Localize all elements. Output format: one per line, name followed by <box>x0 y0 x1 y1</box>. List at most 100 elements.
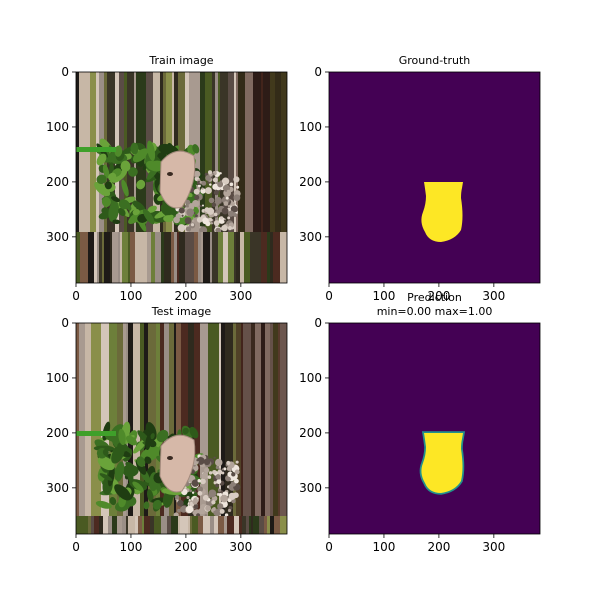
rock-speck <box>213 456 216 459</box>
pixel-streak <box>161 516 167 534</box>
rock-speck <box>225 196 229 200</box>
pixel-streak <box>140 323 144 534</box>
pixel-streak <box>267 516 270 534</box>
pixel-streak <box>184 516 188 534</box>
leaf <box>182 427 189 435</box>
rock-speck <box>219 508 225 514</box>
rock-speck <box>235 460 239 464</box>
leaf <box>131 200 146 211</box>
y-tick-label: 0 <box>314 316 322 330</box>
leaf <box>189 426 199 439</box>
pixel-streak <box>201 232 203 283</box>
mask-background <box>329 323 540 534</box>
rock-speck <box>192 199 200 208</box>
leaf <box>108 172 117 182</box>
pixel-streak <box>144 516 150 534</box>
rock-speck <box>213 478 216 481</box>
x-tick-label: 300 <box>229 289 252 303</box>
rock-speck <box>197 479 201 483</box>
leaf <box>111 444 125 464</box>
rock-speck <box>218 492 223 497</box>
leaf <box>127 167 138 177</box>
pixel-streak <box>135 232 142 283</box>
rock-speck <box>208 197 215 204</box>
leaf <box>109 497 117 506</box>
pixel-streak <box>253 516 259 534</box>
x-tick-label: 300 <box>229 540 252 554</box>
y-tick-label: 300 <box>46 230 69 244</box>
gecko-head <box>159 150 196 209</box>
rock-speck <box>220 494 229 503</box>
pixel-streak <box>79 72 84 283</box>
pixel-streak <box>112 232 118 283</box>
pixel-streak <box>135 516 138 534</box>
rock-speck <box>214 458 223 467</box>
leaf <box>140 446 160 461</box>
rock-speck <box>215 465 220 470</box>
leaf <box>99 473 113 481</box>
pixel-streak <box>221 516 224 534</box>
y-tick-label: 100 <box>46 120 69 134</box>
leaf <box>114 461 125 482</box>
pixel-streak <box>171 516 178 534</box>
pixel-streak <box>122 232 128 283</box>
pixel-streak <box>118 232 120 283</box>
leaf <box>95 500 112 509</box>
rock-speck <box>229 182 234 187</box>
rock-speck <box>206 207 215 215</box>
rock-speck <box>181 214 184 217</box>
leaf <box>114 484 132 501</box>
rock-speck <box>201 180 207 186</box>
pixel-streak <box>261 232 267 283</box>
rock-speck <box>175 213 181 219</box>
leaf <box>101 196 111 208</box>
gecko-head <box>159 434 196 493</box>
leaf <box>121 179 129 197</box>
pixel-streak <box>164 323 169 534</box>
rock-speck <box>211 202 217 208</box>
x-tick-label: 100 <box>119 540 142 554</box>
rock-speck <box>217 469 223 475</box>
pixel-streak <box>212 72 215 283</box>
rock-speck <box>208 489 217 498</box>
pixel-streak <box>76 431 116 436</box>
rock-speck <box>226 189 230 193</box>
pixel-streak <box>228 72 234 283</box>
pixel-streak <box>124 72 127 283</box>
panel-prediction: 0 100 200 300 0 100 200 300 Prediction min=0.00… <box>299 291 541 554</box>
leaf <box>114 145 123 157</box>
rock-speck <box>180 228 184 233</box>
pixel-streak <box>171 232 174 283</box>
pixel-streak <box>98 323 101 534</box>
pixel-streak <box>88 232 94 283</box>
pixel-streak <box>244 516 246 534</box>
rock-speck <box>197 184 201 188</box>
pixel-streak <box>190 516 192 534</box>
rock-speck <box>236 185 240 189</box>
pixel-streak <box>127 72 134 283</box>
pixel-streak <box>91 323 98 534</box>
leaf <box>104 181 112 190</box>
rock-speck <box>189 489 193 493</box>
gecko-eye <box>167 172 173 176</box>
pixel-streak <box>150 516 154 534</box>
rock-speck <box>188 499 191 502</box>
pixel-streak <box>198 232 201 283</box>
rock-speck <box>202 217 209 225</box>
rock-speck <box>198 457 203 462</box>
rock-speck <box>204 467 210 473</box>
panel-subtitle: min=0.00 max=1.00 <box>377 305 493 318</box>
pixel-streak <box>176 323 181 534</box>
pixel-streak <box>76 232 80 283</box>
rock-speck <box>205 505 211 511</box>
axis-ticks: 0 100 200 300 0 100 200 300 <box>46 316 252 554</box>
panel-test-image: 0 100 200 300 0 100 200 300 Test image <box>46 305 288 554</box>
pixel-streak <box>76 72 79 283</box>
leaf <box>118 199 129 210</box>
y-tick-label: 0 <box>61 65 69 79</box>
rock-speck <box>200 188 206 194</box>
leaf <box>136 179 146 190</box>
leaf <box>136 456 146 467</box>
rock-speck <box>230 201 235 207</box>
leaf <box>144 456 152 464</box>
